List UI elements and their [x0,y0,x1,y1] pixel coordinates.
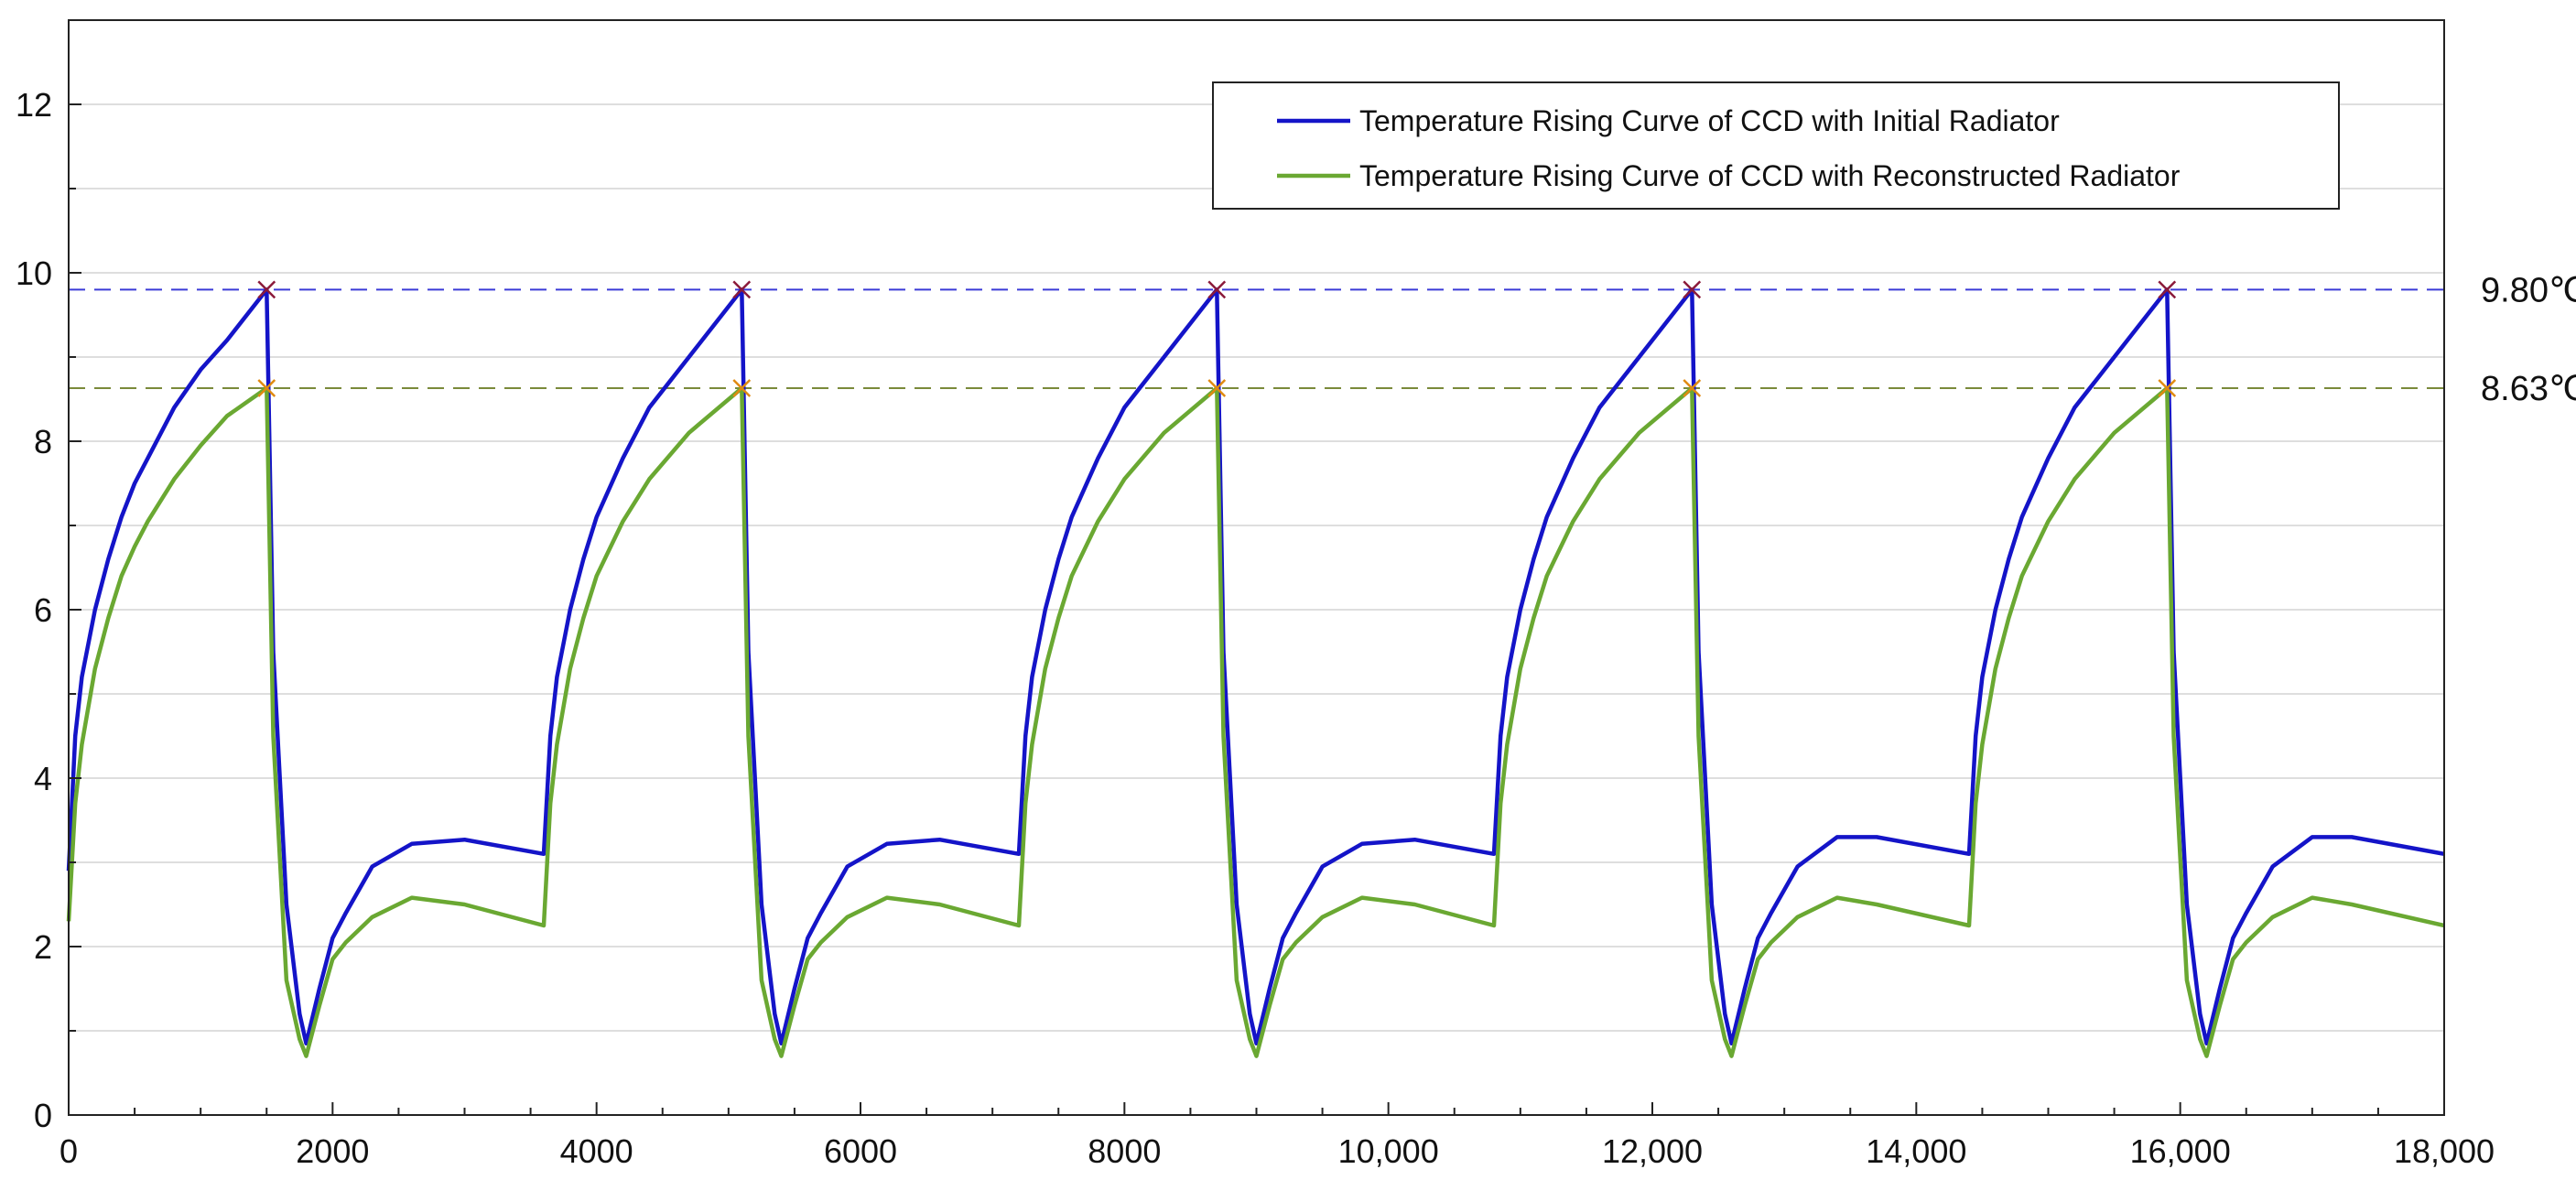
peak-marker [257,280,276,299]
peak-marker [1683,379,1702,397]
y-tick-label: 12 [16,86,52,124]
x-tick-label: 16,000 [2130,1132,2231,1170]
peak-marker [1207,280,1227,299]
x-tick-label: 14,000 [1866,1132,1966,1170]
y-tick-label: 4 [34,760,52,797]
legend-item: Temperature Rising Curve of CCD with Rec… [1277,159,2181,192]
x-tick-label: 8000 [1088,1132,1161,1170]
peak-markers [257,280,2177,397]
legend-label: Temperature Rising Curve of CCD with Rec… [1359,159,2181,192]
reference-lines: 9.80℃ 8.63℃ [69,271,2576,408]
peak-marker [257,379,276,397]
legend: Temperature Rising Curve of CCD with Ini… [1212,81,2340,210]
legend-item: Temperature Rising Curve of CCD with Ini… [1277,104,2060,137]
x-tick-label: 0 [60,1132,78,1170]
ticks: 0 2 4 6 8 10 12 0 2000 4000 6000 8000 10,000 12,000 14… [16,86,2495,1170]
y-tick-label: 10 [16,254,52,292]
peak-marker [2158,379,2177,397]
x-tick-label: 4000 [560,1132,633,1170]
x-tick-label: 18,000 [2394,1132,2495,1170]
y-tick-label: 6 [34,591,52,629]
x-tick-label: 10,000 [1338,1132,1439,1170]
peak-marker [1207,379,1227,397]
y-tick-label: 0 [34,1097,52,1134]
peak-marker [732,280,752,299]
x-tick-label: 12,000 [1602,1132,1703,1170]
peak-marker [2158,280,2177,299]
x-tick-label: 6000 [824,1132,897,1170]
legend-box [1212,81,2340,210]
peak-marker [1683,280,1702,299]
reference-label: 9.80℃ [2481,271,2576,309]
y-tick-label: 2 [34,928,52,966]
peak-marker [732,379,752,397]
x-tick-label: 2000 [296,1132,369,1170]
legend-label: Temperature Rising Curve of CCD with Ini… [1359,104,2060,137]
reference-label: 8.63℃ [2481,370,2576,408]
y-tick-label: 8 [34,423,52,460]
